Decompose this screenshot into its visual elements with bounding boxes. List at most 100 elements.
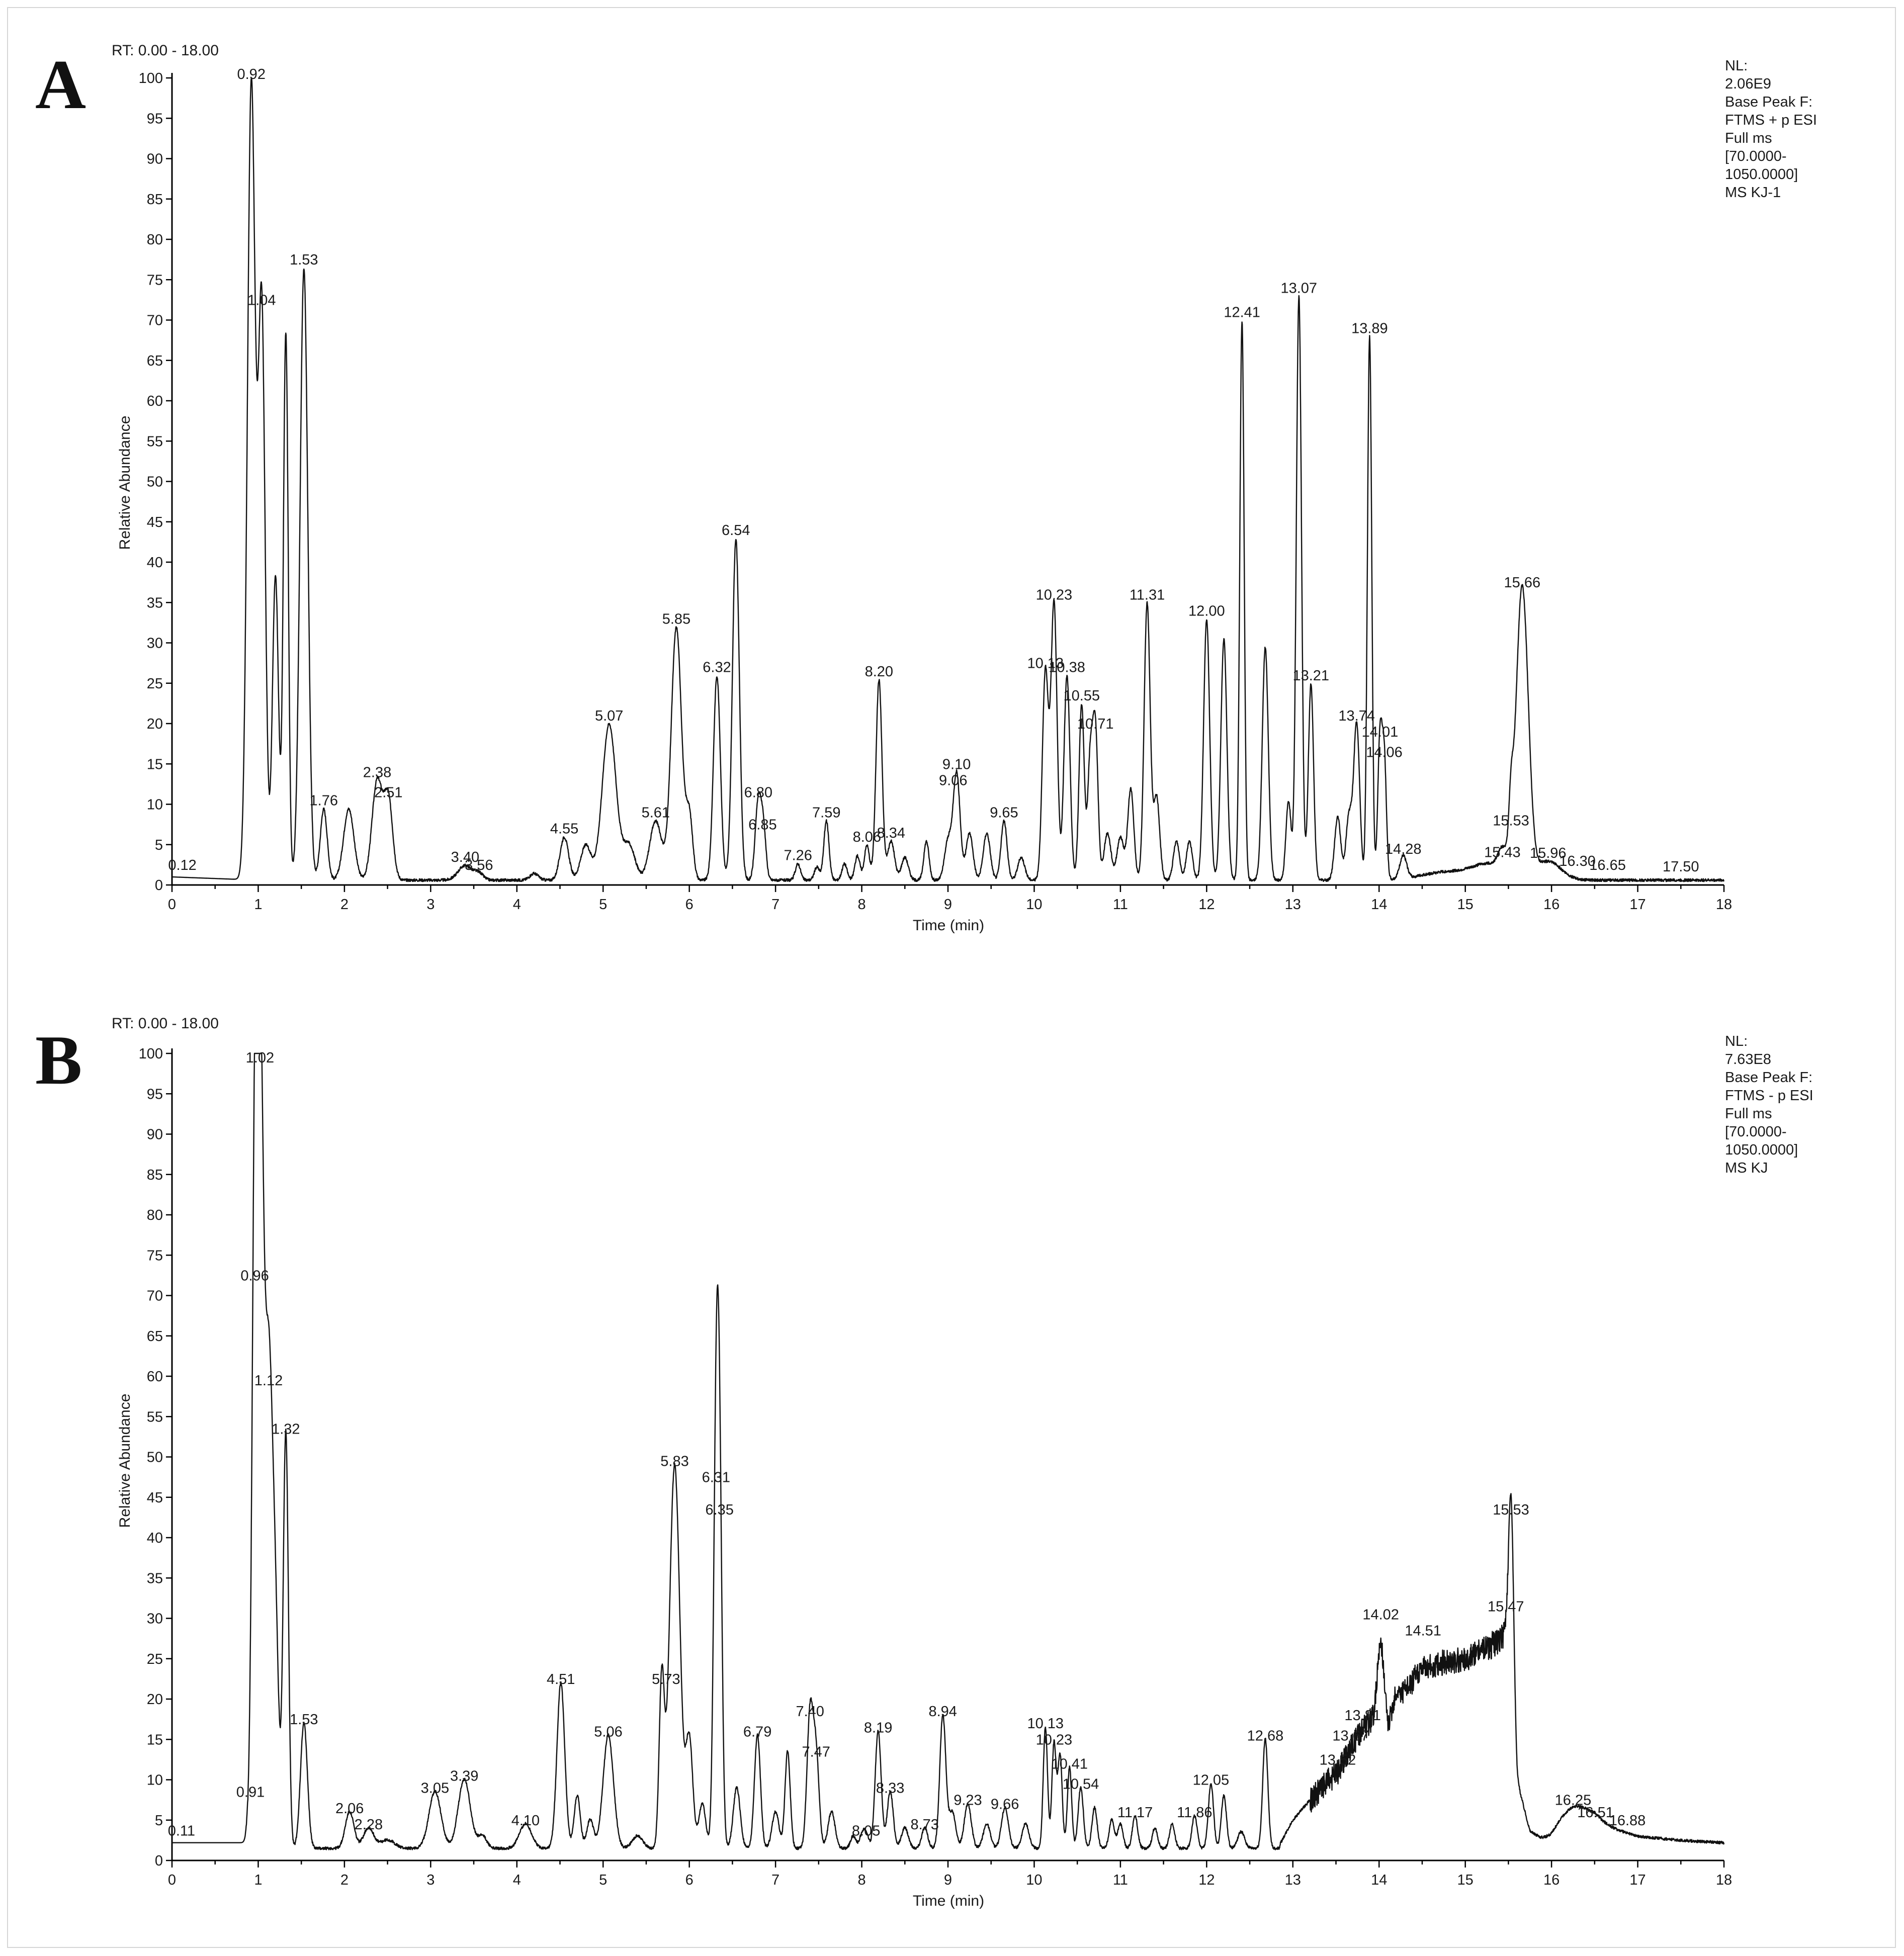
peak-label: 16.51 bbox=[1577, 1805, 1614, 1821]
peak-label: 16.25 bbox=[1555, 1793, 1592, 1809]
info-line: Full ms bbox=[1725, 130, 1772, 146]
x-tick-label: 3 bbox=[426, 897, 435, 913]
y-tick-label: 20 bbox=[147, 1692, 163, 1708]
y-tick-label: 50 bbox=[147, 474, 163, 490]
peak-label: 13.74 bbox=[1338, 708, 1375, 724]
chromatogram-trace bbox=[171, 77, 1725, 882]
peak-label: 11.86 bbox=[1177, 1805, 1212, 1821]
peak-label: 12.00 bbox=[1188, 603, 1225, 619]
y-tick-label: 65 bbox=[147, 353, 163, 369]
y-tick-label: 30 bbox=[147, 1611, 163, 1627]
peak-label: 2.06 bbox=[335, 1801, 364, 1817]
y-tick-label: 100 bbox=[139, 70, 163, 86]
chromatogram-trace bbox=[171, 1052, 1725, 1850]
x-tick-label: 18 bbox=[1716, 897, 1732, 913]
peak-label: 3.40 bbox=[451, 849, 479, 865]
peak-label: 7.26 bbox=[784, 848, 812, 864]
y-tick-label: 40 bbox=[147, 1530, 163, 1546]
y-axis-title: Relative Abundance bbox=[117, 1394, 133, 1528]
peak-label: 8.19 bbox=[864, 1720, 892, 1736]
rt-range-label: RT: 0.00 - 18.00 bbox=[112, 42, 219, 59]
y-tick-label: 15 bbox=[147, 1732, 163, 1748]
x-tick-label: 7 bbox=[771, 1872, 780, 1888]
y-axis-title: Relative Abundance bbox=[117, 416, 133, 550]
y-tick-label: 100 bbox=[139, 1046, 163, 1062]
peak-label: 3.05 bbox=[421, 1781, 449, 1797]
peak-label: 13.07 bbox=[1280, 280, 1317, 296]
x-tick-label: 9 bbox=[944, 1872, 952, 1888]
peak-label: 8.94 bbox=[928, 1704, 957, 1720]
y-tick-label: 35 bbox=[147, 595, 163, 611]
peak-label: 4.10 bbox=[511, 1813, 540, 1829]
x-tick-label: 18 bbox=[1716, 1872, 1732, 1888]
y-tick-label: 10 bbox=[147, 797, 163, 813]
x-tick-label: 8 bbox=[857, 1872, 866, 1888]
peak-label: 8.33 bbox=[876, 1781, 904, 1797]
x-tick-label: 1 bbox=[254, 1872, 262, 1888]
y-tick-label: 65 bbox=[147, 1328, 163, 1345]
y-tick-label: 5 bbox=[155, 1813, 163, 1829]
peak-label: 5.06 bbox=[594, 1724, 622, 1740]
panel-b-chromatogram: B RT: 0.00 - 18.00 NL: 7.63E8 Base Peak F:… bbox=[35, 1015, 1813, 1909]
x-tick-label: 15 bbox=[1457, 1872, 1474, 1888]
panel-letter: A bbox=[35, 46, 86, 124]
panel-a-chromatogram: A RT: 0.00 - 18.00 NL: 2.06E9 Base Peak F:… bbox=[35, 42, 1817, 934]
x-tick-label: 8 bbox=[857, 897, 866, 913]
y-tick-label: 90 bbox=[147, 1127, 163, 1143]
peak-label: 3.39 bbox=[450, 1768, 478, 1785]
peak-label: 1.32 bbox=[272, 1421, 300, 1437]
y-tick-label: 60 bbox=[147, 1369, 163, 1385]
x-tick-label: 2 bbox=[340, 897, 349, 913]
peak-label: 11.17 bbox=[1117, 1805, 1153, 1821]
x-tick-label: 5 bbox=[599, 897, 607, 913]
peak-label: 6.31 bbox=[702, 1470, 730, 1486]
peak-label: 6.80 bbox=[744, 785, 772, 801]
info-block: NL: 2.06E9 Base Peak F: FTMS + p ESI Full ms… bbox=[1725, 58, 1817, 201]
x-tick-label: 10 bbox=[1026, 897, 1042, 913]
peak-label: 0.11 bbox=[168, 1823, 195, 1839]
peak-label: 5.83 bbox=[660, 1454, 688, 1470]
info-line: FTMS - p ESI bbox=[1725, 1088, 1813, 1104]
peak-label: 7.47 bbox=[802, 1744, 830, 1760]
y-tick-label: 55 bbox=[147, 1409, 163, 1425]
x-tick-label: 3 bbox=[426, 1872, 435, 1888]
y-tick-label: 70 bbox=[147, 313, 163, 329]
peak-label: 8.05 bbox=[852, 1823, 880, 1839]
y-tick-label: 45 bbox=[147, 1490, 163, 1506]
peak-label: 10.23 bbox=[1036, 1732, 1073, 1748]
peak-label: 9.06 bbox=[939, 772, 967, 788]
peak-label: 9.23 bbox=[954, 1793, 982, 1809]
x-tick-label: 11 bbox=[1113, 897, 1128, 913]
peak-label: 7.40 bbox=[796, 1704, 824, 1720]
info-line: 2.06E9 bbox=[1725, 76, 1771, 92]
peak-label: 16.30 bbox=[1559, 853, 1596, 869]
peak-label: 11.31 bbox=[1130, 587, 1165, 603]
peak-label: 13.81 bbox=[1344, 1708, 1381, 1724]
peak-label: 5.07 bbox=[595, 708, 623, 724]
y-tick-label: 60 bbox=[147, 393, 163, 409]
x-tick-label: 12 bbox=[1198, 897, 1215, 913]
x-axis-title: Time (min) bbox=[913, 1893, 984, 1909]
peak-label: 8.06 bbox=[853, 829, 881, 845]
peak-label: 10.13 bbox=[1027, 1716, 1064, 1732]
peak-label: 1.04 bbox=[247, 292, 276, 308]
y-tick-label: 85 bbox=[147, 1167, 163, 1183]
y-tick-label: 75 bbox=[147, 1248, 163, 1264]
y-tick-label: 25 bbox=[147, 676, 163, 692]
y-tick-label: 80 bbox=[147, 232, 163, 248]
info-block: NL: 7.63E8 Base Peak F: FTMS - p ESI Full ms… bbox=[1725, 1033, 1813, 1176]
y-tick-label: 0 bbox=[155, 877, 163, 894]
y-tick-label: 75 bbox=[147, 272, 163, 288]
peak-label: 10.13 bbox=[1027, 656, 1064, 672]
info-line: [70.0000- bbox=[1725, 1124, 1787, 1140]
peak-label: 14.06 bbox=[1366, 744, 1403, 760]
x-tick-label: 17 bbox=[1629, 1872, 1646, 1888]
rt-range-label: RT: 0.00 - 18.00 bbox=[112, 1015, 219, 1032]
peak-label: 16.88 bbox=[1609, 1813, 1646, 1829]
y-tick-label: 90 bbox=[147, 151, 163, 167]
info-line: Full ms bbox=[1725, 1106, 1772, 1122]
peak-label: 1.53 bbox=[290, 1712, 318, 1728]
peak-label: 1.76 bbox=[310, 793, 338, 809]
peak-label: 8.34 bbox=[877, 825, 905, 841]
